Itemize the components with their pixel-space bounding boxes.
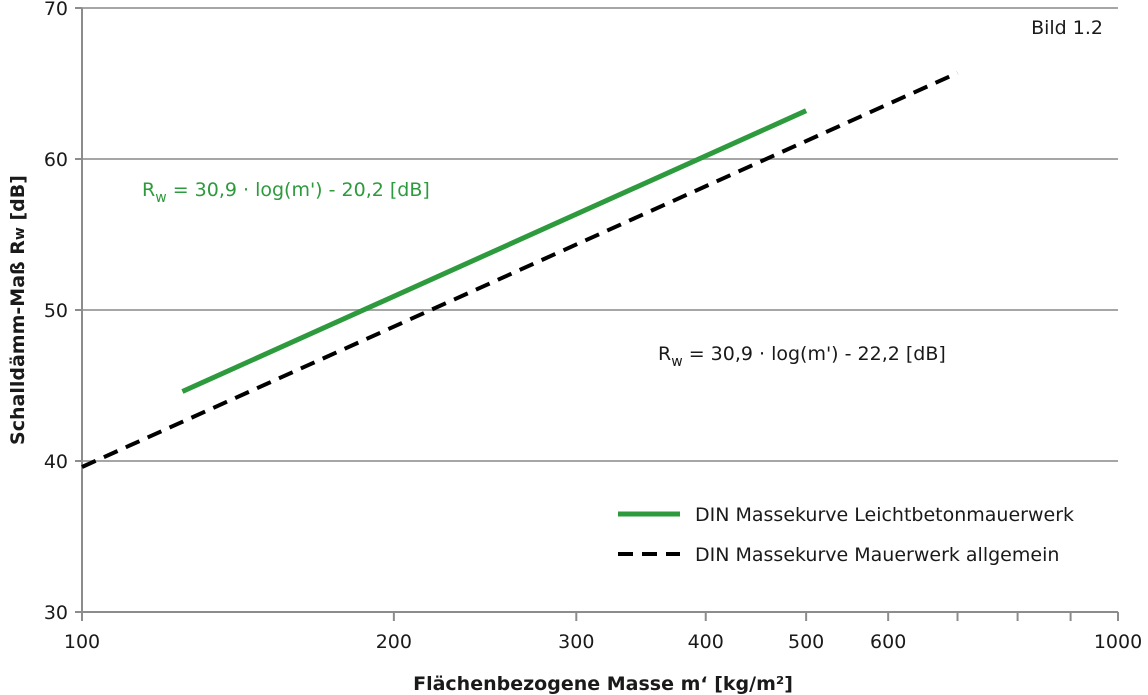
legend-label-series-1: DIN Massekurve Leichtbetonmauerwerk [695,504,1074,526]
y-tick-label-30: 30 [44,602,68,624]
corner-label: Bild 1.2 [1031,17,1103,39]
x-tick-label-400: 400 [688,631,724,653]
y-axis-title-main: Schalldämm-Maß R [7,240,29,445]
x-tick-label-500: 500 [788,631,824,653]
x-tick-label-100: 100 [64,631,100,653]
formula-2-r: R [658,343,671,365]
formula-1-sub: w [155,190,166,206]
x-tick-label-200: 200 [376,631,412,653]
series-line-2 [81,71,959,469]
y-tick-label-50: 50 [44,300,68,322]
y-axis-title-sub: w [12,227,28,240]
y-tick-label-60: 60 [44,149,68,171]
formula-2-sub: w [671,354,682,370]
formula-series-2: Rw = 30,9 · log(m') - 22,2 [dB] [658,343,946,370]
formula-1-rest: = 30,9 · log(m') - 20,2 [dB] [167,179,430,201]
grid [82,7,1118,462]
x-axis-title: Flächenbezogene Masse m‘ [kg/m²] [413,673,793,695]
series-line-1 [181,108,808,394]
legend-label-series-2: DIN Massekurve Mauerwerk allgemein [695,544,1059,566]
axes: 30 40 50 60 70 100 200 300 400 500 600 1000 [44,0,1142,653]
x-tick-label-1000: 1000 [1094,631,1142,653]
x-tick-label-600: 600 [870,631,906,653]
legend: DIN Massekurve Leichtbetonmauerwerk DIN … [618,504,1074,566]
y-tick-label-70: 70 [44,0,68,20]
y-axis-title: Schalldämm-Maß Rw [dB] [7,175,29,445]
series [81,71,959,469]
x-tick-label-300: 300 [558,631,594,653]
formula-2-rest: = 30,9 · log(m') - 22,2 [dB] [683,343,946,365]
y-axis-title-unit: [dB] [7,175,29,227]
formula-series-1: Rw = 30,9 · log(m') - 20,2 [dB] [142,179,430,206]
formula-1-r: R [142,179,155,201]
y-tick-label-40: 40 [44,451,68,473]
